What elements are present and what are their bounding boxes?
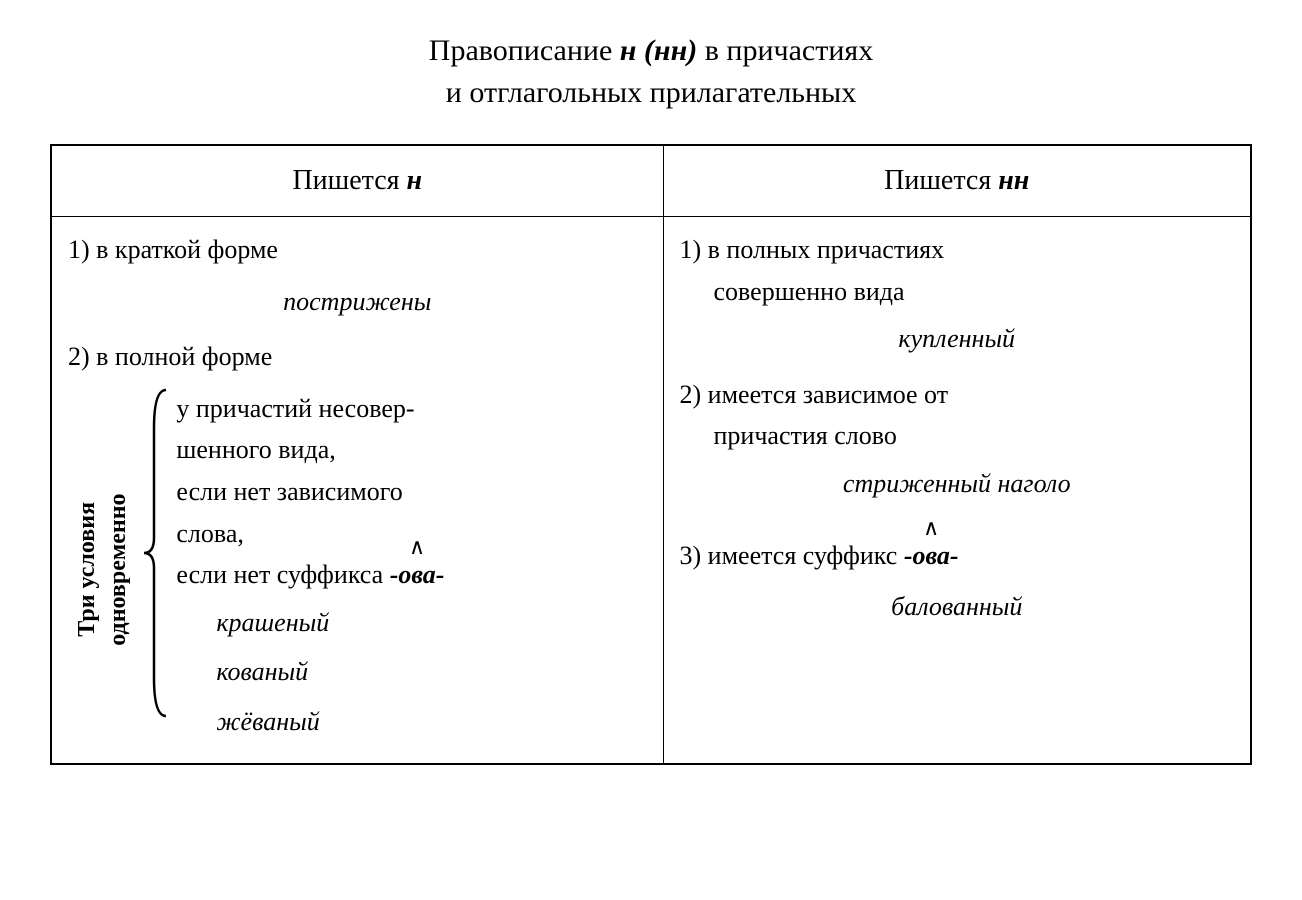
header-right: Пишется нн: [663, 145, 1251, 217]
left-item1-example: пострижены: [68, 281, 647, 323]
right-item1-ex: купленный: [680, 318, 1235, 360]
vlabel-l1: Три условия: [74, 502, 100, 637]
title-line1-pre: Правописание: [429, 34, 620, 67]
right-item3: 3) имеется суффикс ∧-ова-: [680, 535, 1235, 577]
brace-line5-pre: если нет суффикса: [176, 560, 389, 589]
caret-icon: ∧: [923, 517, 939, 539]
brace-line2: шенного вида,: [176, 429, 646, 471]
right-item3-ex: балованный: [680, 586, 1235, 628]
brace-line1: у причастий несовер-: [176, 388, 646, 430]
vertical-label: Три условия одновременно: [68, 388, 138, 751]
rules-table: Пишется н Пишется нн 1) в краткой форме …: [50, 144, 1252, 765]
cell-right: 1) в полных причастиях совершенно вида к…: [663, 217, 1251, 764]
right-item2-ex: стриженный наголо: [680, 463, 1235, 505]
brace-line5: если нет суффикса ∧-ова-: [176, 554, 646, 596]
page-title: Правописание н (нн) в причастиях и отгла…: [50, 30, 1252, 114]
suffix-ova-left: ∧-ова-: [390, 554, 445, 596]
right-item1-l1: 1) в полных причастиях: [680, 229, 1235, 271]
brace-content: у причастий несовер- шенного вида, если …: [176, 388, 646, 751]
left-item1: 1) в краткой форме: [68, 229, 647, 271]
caret-icon: ∧: [409, 536, 425, 558]
curly-brace-icon: [142, 388, 168, 718]
header-right-pre: Пишется: [884, 165, 998, 196]
title-line2: и отглагольных прилагательных: [446, 76, 856, 109]
header-right-em: нн: [998, 165, 1029, 196]
cell-left: 1) в краткой форме пострижены 2) в полно…: [51, 217, 663, 764]
header-left-em: н: [407, 165, 423, 196]
right-item2-l1: 2) имеется зависимое от: [680, 374, 1235, 416]
title-line1-post: в причастиях: [697, 34, 873, 67]
suffix-ova-right: ∧-ова-: [904, 535, 959, 577]
brace-ex2: кованый: [216, 651, 646, 693]
right-item1-l2: совершенно вида: [680, 271, 1235, 313]
title-line1-em: н (нн): [620, 34, 697, 67]
brace-group: Три условия одновременно у причастий нес…: [68, 388, 647, 751]
right-item2-l2: причастия слово: [680, 415, 1235, 457]
brace-ex3: жёваный: [216, 701, 646, 743]
brace-line3: если нет зависимого: [176, 471, 646, 513]
vlabel-l2: одновременно: [105, 493, 131, 645]
header-left: Пишется н: [51, 145, 663, 217]
right-item3-pre: 3) имеется суффикс: [680, 541, 904, 570]
header-left-pre: Пишется: [292, 165, 406, 196]
left-item2: 2) в полной форме: [68, 336, 647, 378]
brace-ex1: крашеный: [216, 602, 646, 644]
